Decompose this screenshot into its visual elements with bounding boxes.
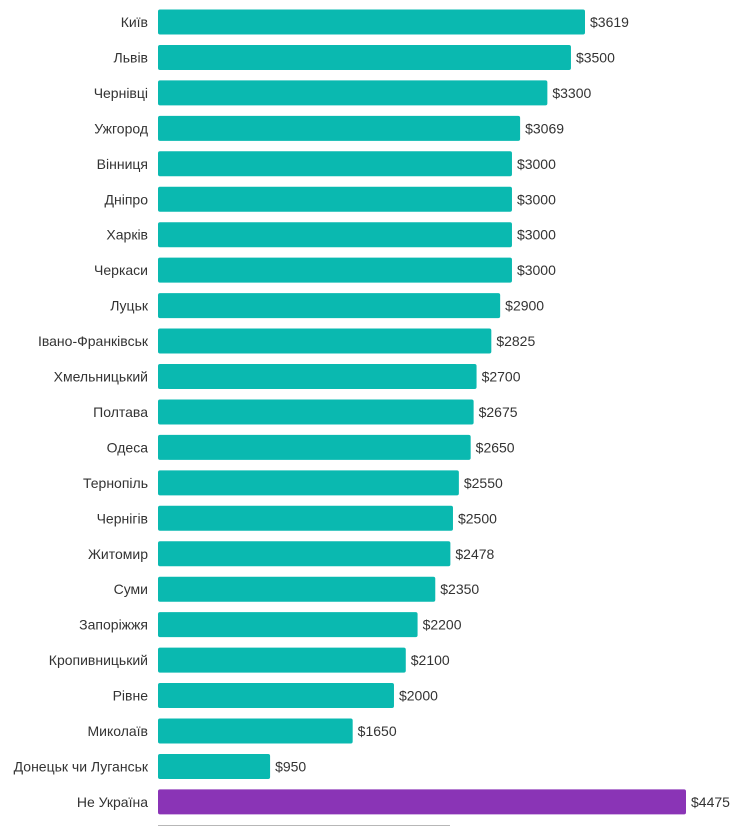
bar[interactable]	[158, 612, 418, 638]
value-label: $3000	[517, 191, 556, 207]
category-label: Полтава	[93, 404, 148, 420]
value-label: $3069	[525, 120, 564, 136]
bar[interactable]	[158, 9, 586, 35]
value-label: $2350	[440, 581, 479, 597]
value-label: $2478	[455, 546, 494, 562]
bar[interactable]	[158, 328, 492, 354]
bar[interactable]	[158, 257, 512, 283]
bar[interactable]	[158, 505, 453, 531]
bar[interactable]	[158, 753, 271, 779]
bar-row: Одеса $2650	[107, 434, 515, 460]
bar-row: Київ $3619	[121, 9, 629, 35]
bar-row: Черкаси $3000	[94, 257, 556, 283]
category-label: Дніпро	[105, 191, 149, 207]
value-label: $2900	[505, 298, 544, 314]
category-label: Донецьк чи Луганськ	[14, 758, 149, 774]
bar-row: Вінниця $3000	[97, 151, 556, 177]
bar[interactable]	[158, 80, 548, 106]
bar-row: Луцьк $2900	[110, 293, 544, 319]
bar-row: Чернівці $3300	[94, 80, 592, 106]
bar[interactable]	[158, 364, 477, 389]
bar[interactable]	[158, 434, 471, 460]
bar-row: Харків $3000	[106, 222, 556, 248]
bar[interactable]	[158, 683, 394, 709]
bar[interactable]	[158, 399, 474, 425]
bar-row: Донецьк чи Луганськ $950	[14, 753, 306, 779]
bar-row: Хмельницький $2700	[54, 364, 521, 389]
bar-highlight[interactable]	[158, 789, 686, 815]
category-label: Миколаїв	[87, 723, 148, 739]
category-label: Тернопіль	[83, 475, 148, 491]
value-label: $2550	[464, 475, 503, 491]
category-label: Ужгород	[94, 120, 148, 136]
bar-row: Не Україна $4475	[77, 789, 730, 815]
bar[interactable]	[158, 293, 501, 319]
value-label: $1650	[358, 723, 397, 739]
bar[interactable]	[158, 470, 459, 496]
bar-row: Житомир $2478	[88, 541, 495, 567]
bar-row: Суми $2350	[114, 576, 479, 602]
bar-row: Полтава $2675	[93, 399, 518, 425]
category-label: Івано-Франківськ	[38, 333, 149, 349]
value-label: $2825	[496, 333, 535, 349]
bar[interactable]	[158, 222, 512, 248]
bar[interactable]	[158, 647, 406, 673]
bar-row: Запоріжжя $2200	[79, 612, 462, 638]
category-label: Київ	[121, 14, 148, 30]
bar-row: Ужгород $3069	[94, 115, 564, 141]
category-label: Луцьк	[110, 298, 149, 314]
value-label: $3000	[517, 262, 556, 278]
value-label: $2000	[399, 688, 438, 704]
bar-row: Івано-Франківськ $2825	[38, 328, 535, 354]
bar-row: Дніпро $3000	[105, 186, 556, 212]
value-label: $4475	[691, 794, 730, 810]
value-label: $2675	[479, 404, 518, 420]
value-label: $2700	[482, 369, 521, 385]
value-label: $2650	[476, 439, 515, 455]
value-label: $3000	[517, 227, 556, 243]
category-label: Черкаси	[94, 262, 148, 278]
category-label: Кропивницький	[49, 652, 148, 668]
bar[interactable]	[158, 44, 571, 70]
category-label: Хмельницький	[54, 369, 148, 385]
bar-row: Кропивницький $2100	[49, 647, 450, 673]
bar[interactable]	[158, 718, 353, 744]
bar-row: Чернігів $2500	[97, 505, 497, 531]
bar[interactable]	[158, 151, 512, 177]
category-label: Суми	[114, 581, 148, 597]
value-label: $3300	[552, 85, 591, 101]
category-label: Одеса	[107, 439, 149, 455]
bar-row: Львів $3500	[114, 44, 615, 70]
bar-row: Тернопіль $2550	[83, 470, 503, 496]
bar-row: Миколаїв $1650	[87, 718, 397, 744]
value-label: $2100	[411, 652, 450, 668]
value-label: $2500	[458, 510, 497, 526]
value-label: $2200	[423, 617, 462, 633]
value-label: $3619	[590, 14, 629, 30]
category-label: Рівне	[113, 688, 149, 704]
bar[interactable]	[158, 115, 521, 141]
category-label: Чернігів	[97, 510, 148, 526]
bar-row: Рівне $2000	[113, 683, 438, 709]
category-label: Вінниця	[97, 156, 148, 172]
bar[interactable]	[158, 576, 436, 602]
value-label: $3000	[517, 156, 556, 172]
category-label: Харків	[106, 227, 148, 243]
bar[interactable]	[158, 541, 451, 567]
bar[interactable]	[158, 186, 512, 212]
value-label: $3500	[576, 49, 615, 65]
category-label: Запоріжжя	[79, 617, 148, 633]
category-label: Чернівці	[94, 85, 148, 101]
category-label: Житомир	[88, 546, 148, 562]
category-label: Львів	[114, 49, 148, 65]
category-label: Не Україна	[77, 794, 148, 810]
value-label: $950	[275, 758, 306, 774]
